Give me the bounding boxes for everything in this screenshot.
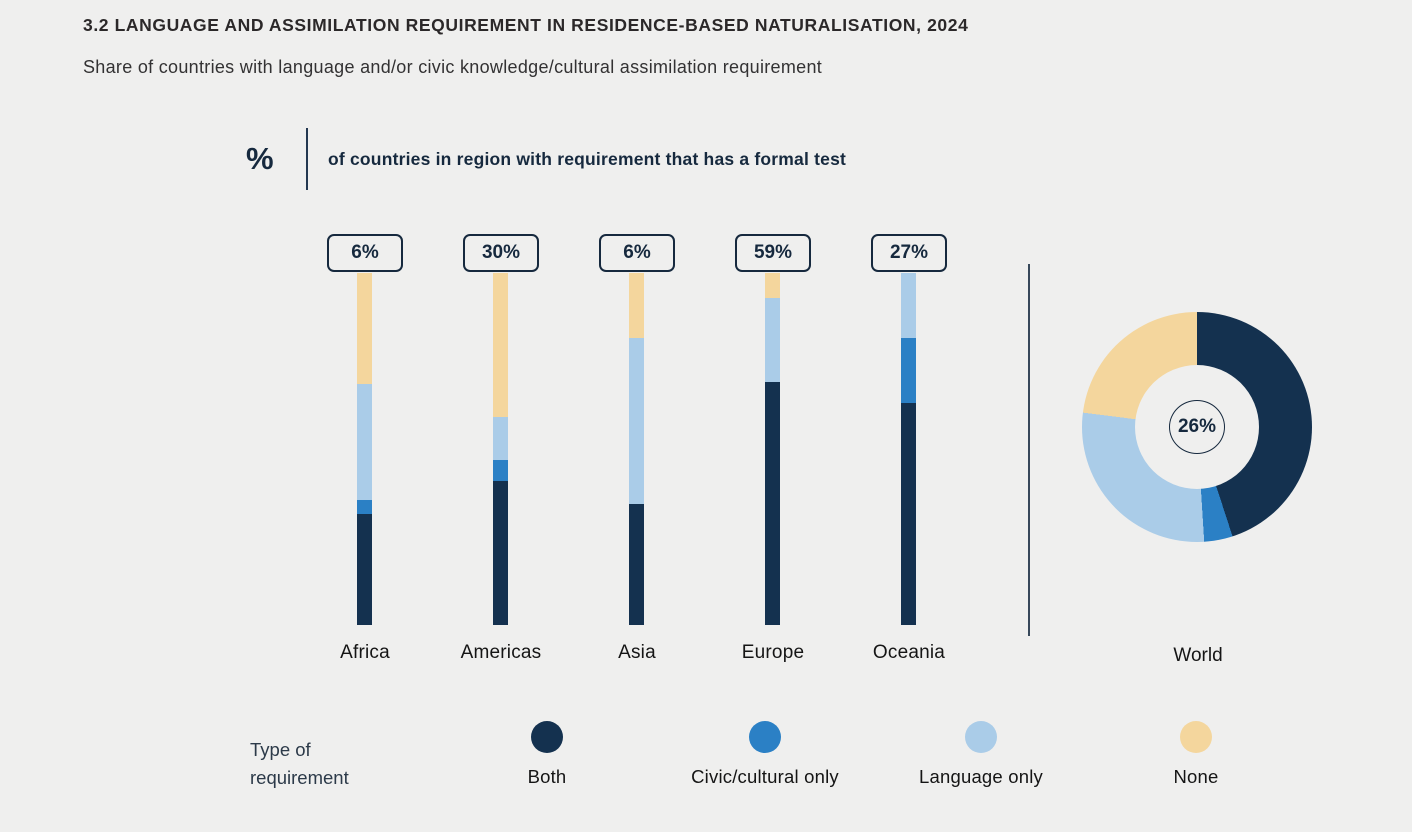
bar-segment-language-only (901, 273, 916, 339)
bar-segment-language-only (629, 338, 644, 504)
legend-swatch-icon (531, 721, 563, 753)
bar-segment-both (357, 514, 372, 625)
bar-segment-civic-only (493, 459, 508, 481)
world-divider-line (1028, 264, 1030, 636)
bar-segment-language-only (765, 297, 780, 383)
region-label: Africa (340, 642, 390, 663)
bar-segment-none (629, 273, 644, 339)
formal-test-badge: 30% (463, 234, 539, 272)
stacked-bar (901, 273, 916, 625)
legend-item-none: None (1086, 721, 1306, 788)
bar-segment-none (357, 273, 372, 384)
formal-test-badge: 27% (871, 234, 947, 272)
bar-column-asia: 6% Asia (567, 234, 707, 679)
bar-segment-both (493, 480, 508, 625)
bar-segment-language-only (493, 417, 508, 460)
region-label: Asia (618, 642, 656, 663)
stacked-bar (629, 273, 644, 625)
region-label: Europe (741, 642, 805, 663)
region-label: Oceania (872, 642, 946, 663)
formal-test-badge: 6% (327, 234, 403, 272)
region-label: Americas (460, 642, 542, 663)
bar-column-africa: 6% Africa (295, 234, 435, 679)
bar-segment-both (629, 503, 644, 625)
legend-swatch-icon (749, 721, 781, 753)
legend-item-civic-only: Civic/cultural only (655, 721, 875, 788)
world-label: World (1173, 645, 1223, 666)
bar-column-europe: 59% Europe (703, 234, 843, 679)
bar-segment-both (765, 382, 780, 625)
legend-swatch-icon (965, 721, 997, 753)
legend-item-both: Both (437, 721, 657, 788)
stacked-bar (357, 273, 372, 625)
page-title: 3.2 LANGUAGE AND ASSIMILATION REQUIREMEN… (83, 15, 969, 35)
bar-column-americas: 30% Americas (431, 234, 571, 679)
bar-segment-language-only (357, 383, 372, 501)
bar-column-oceania: 27% Oceania (839, 234, 979, 679)
legend-label: Both (527, 766, 567, 787)
bar-segment-none (765, 273, 780, 298)
percent-symbol: % (246, 141, 274, 176)
legend-label: None (1173, 766, 1219, 787)
bar-segment-civic-only (901, 338, 916, 404)
formal-test-badge: 6% (599, 234, 675, 272)
callout-text: of countries in region with requirement … (328, 148, 847, 169)
legend-swatch-icon (1180, 721, 1212, 753)
page-subtitle: Share of countries with language and/or … (83, 57, 823, 77)
bar-segment-none (493, 273, 508, 418)
bar-segment-both (901, 403, 916, 625)
legend-label: Civic/cultural only (691, 766, 839, 787)
stacked-bar (765, 273, 780, 625)
legend-label: Language only (919, 766, 1043, 787)
legend-title: Type of requirement (250, 739, 349, 788)
bar-segment-civic-only (357, 500, 372, 515)
world-formal-test-badge: 26% (1169, 400, 1225, 454)
formal-test-callout: % of countries in region with requiremen… (246, 127, 846, 191)
stacked-bar (493, 273, 508, 625)
legend-item-language-only: Language only (871, 721, 1091, 788)
callout-divider (306, 128, 308, 190)
formal-test-badge: 59% (735, 234, 811, 272)
world-donut-chart: 26% (1082, 312, 1312, 542)
